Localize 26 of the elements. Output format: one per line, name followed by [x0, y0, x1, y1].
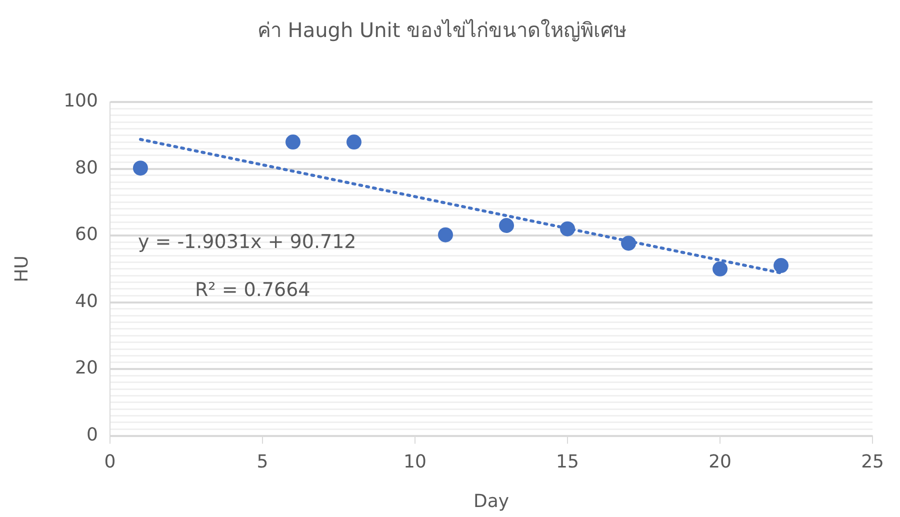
y-tick-label: 40 [75, 290, 98, 312]
point [132, 160, 148, 176]
x-tick-label: 15 [556, 451, 579, 472]
y-tick-label: 80 [75, 157, 98, 178]
y-tick-label: 0 [86, 424, 98, 446]
point [712, 261, 728, 276]
x-axis-title: Day [473, 490, 510, 512]
point [499, 218, 514, 234]
x-tick-label: 10 [404, 451, 426, 472]
x-tick-label: 5 [256, 451, 268, 472]
x-tick-label: 25 [861, 451, 884, 472]
point [621, 236, 636, 251]
y-axis-title: HU [11, 256, 32, 282]
y-tick-label: 60 [75, 224, 98, 246]
y-tick-label: 20 [75, 358, 98, 379]
y-tick-label: 100 [64, 90, 98, 112]
chart-title: ค่า Haugh Unit ของไข่ไก่ขนาดใหญ่พิเศษ [257, 18, 627, 42]
annotation: y = -1.9031x + 90.712 [138, 230, 356, 253]
point [438, 227, 453, 242]
point [774, 258, 789, 274]
annotation: R² = 0.7664 [194, 278, 310, 301]
x-tick-label: 0 [104, 451, 116, 472]
point [560, 221, 576, 236]
point [285, 134, 300, 150]
point [346, 134, 362, 150]
x-tick-label: 20 [708, 451, 732, 472]
